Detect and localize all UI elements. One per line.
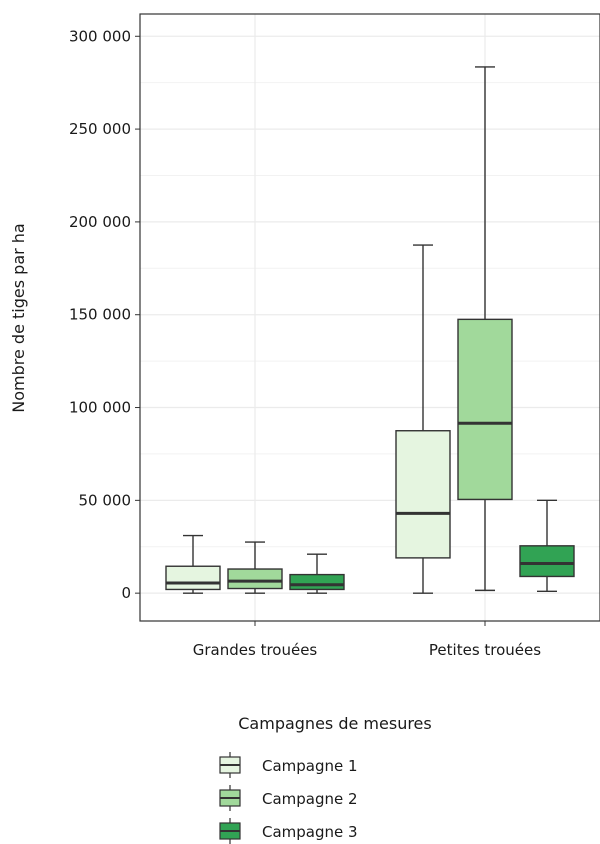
y-tick-label: 150 000: [69, 306, 131, 324]
y-tick-label: 300 000: [69, 27, 131, 45]
y-tick-label: 200 000: [69, 213, 131, 231]
legend-label: Campagne 1: [262, 757, 358, 775]
box-iqr: [166, 566, 220, 589]
y-tick-label: 250 000: [69, 120, 131, 138]
y-tick-label: 0: [121, 584, 131, 602]
legend-label: Campagne 2: [262, 790, 358, 808]
y-tick-label: 50 000: [79, 491, 132, 509]
plot-area: 0 50 000 100 000 150 000 200 000 250 000 300 0…: [69, 14, 600, 659]
box-iqr: [458, 319, 512, 499]
x-tick-label: Grandes trouées: [193, 641, 318, 659]
x-tick-label: Petites trouées: [429, 641, 541, 659]
panel: [140, 14, 600, 621]
legend-title: Campagnes de mesures: [238, 714, 431, 733]
y-tick-label: 100 000: [69, 399, 131, 417]
legend-label: Campagne 3: [262, 823, 358, 841]
box-iqr: [228, 569, 282, 588]
box-iqr: [396, 431, 450, 558]
box-iqr: [520, 546, 574, 577]
box-iqr: [290, 575, 344, 590]
y-axis-title: Nombre de tiges par ha: [9, 223, 28, 412]
